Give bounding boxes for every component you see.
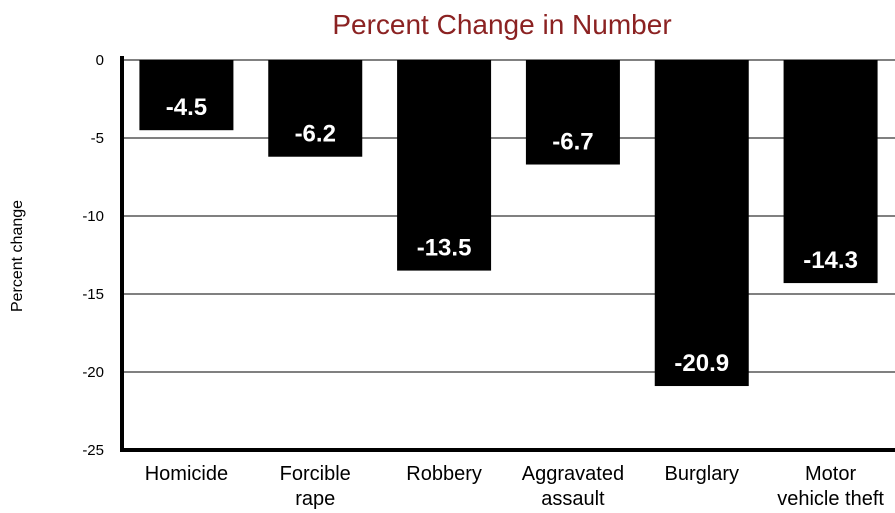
y-tick-label: 0 bbox=[96, 52, 104, 69]
data-label: -14.3 bbox=[803, 247, 858, 274]
y-tick-label: -25 bbox=[82, 442, 104, 459]
data-label: -6.2 bbox=[295, 121, 336, 148]
x-tick-label: Motor vehicle theft bbox=[777, 463, 884, 510]
bar bbox=[654, 60, 749, 387]
x-tick-label: Forcible rape bbox=[280, 463, 351, 510]
bar bbox=[397, 60, 492, 271]
bar bbox=[525, 60, 620, 165]
bars-group bbox=[139, 60, 878, 387]
y-tick-label: -20 bbox=[82, 364, 104, 381]
bar bbox=[139, 60, 234, 131]
data-label: -4.5 bbox=[166, 94, 207, 121]
data-label: -6.7 bbox=[552, 129, 593, 156]
y-axis-label: Percent change bbox=[9, 200, 26, 312]
axes bbox=[120, 56, 895, 452]
x-tick-label: Robbery bbox=[406, 463, 482, 485]
x-tick-label: Homicide bbox=[145, 463, 228, 485]
y-tick-label: -5 bbox=[91, 130, 104, 147]
gridlines bbox=[122, 59, 895, 373]
data-label: -13.5 bbox=[417, 235, 472, 262]
bar bbox=[783, 60, 878, 284]
chart-title: Percent Change in Number bbox=[332, 9, 671, 40]
data-label: -20.9 bbox=[674, 350, 729, 377]
x-tick-labels: Homicide Forcible rape Robbery Aggravated ass… bbox=[145, 463, 885, 510]
x-tick-label: Burglary bbox=[665, 463, 739, 485]
data-labels: -4.5 -6.2 -13.5 -6.7 -20.9 -14.3 bbox=[166, 94, 858, 377]
bar bbox=[268, 60, 363, 157]
y-tick-label: -15 bbox=[82, 286, 104, 303]
y-tick-labels: 0 -5 -10 -15 -20 -25 bbox=[82, 52, 104, 459]
x-tick-label: Aggravated assault bbox=[522, 463, 624, 510]
y-tick-label: -10 bbox=[82, 208, 104, 225]
